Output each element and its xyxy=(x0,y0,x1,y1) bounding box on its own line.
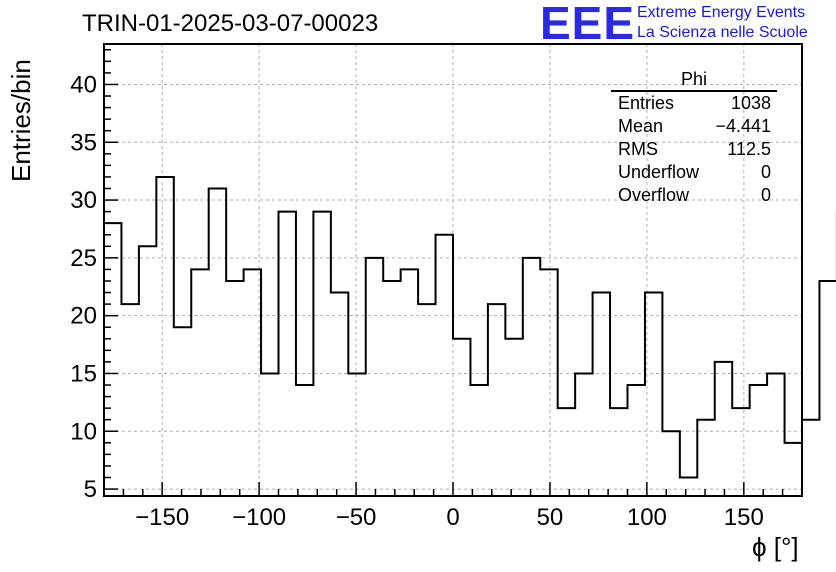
histogram-bin xyxy=(645,293,662,496)
histogram-bin xyxy=(540,269,557,496)
histogram-bin xyxy=(121,304,138,496)
histogram-bin xyxy=(505,339,522,496)
stats-row-entries: Entries 1038 xyxy=(611,92,777,115)
histogram-bin xyxy=(209,189,226,496)
stats-value: −4.441 xyxy=(715,116,771,136)
x-tick-label: 100 xyxy=(627,504,667,531)
y-tick-label: 25 xyxy=(70,245,97,272)
plot-title: TRIN-01-2025-03-07-00023 xyxy=(82,10,379,37)
stats-label: Entries xyxy=(618,93,675,113)
stats-row-overflow: Overflow 0 xyxy=(611,184,777,207)
x-tick-label: 50 xyxy=(537,504,564,531)
y-tick-label: 30 xyxy=(70,187,97,214)
stats-label: Underflow xyxy=(618,162,700,182)
histogram-bin xyxy=(802,420,819,496)
logo-line-1: Extreme Energy Events xyxy=(637,4,806,21)
stats-value: 112.5 xyxy=(727,139,771,159)
histogram-bin xyxy=(767,373,784,496)
histogram-bin xyxy=(558,408,575,496)
histogram-bin xyxy=(191,269,208,496)
stats-row-underflow: Underflow 0 xyxy=(611,161,777,184)
stats-value: 1038 xyxy=(730,93,771,113)
histogram-bin xyxy=(244,269,261,496)
histogram-bin xyxy=(610,408,627,496)
x-tick-label: −50 xyxy=(336,504,377,531)
stats-value: 0 xyxy=(760,162,771,182)
stats-row-mean: Mean −4.441 xyxy=(611,115,777,138)
histogram-bin xyxy=(436,235,453,496)
histogram-bin xyxy=(139,246,156,496)
x-axis-label: ϕ [°] xyxy=(752,532,799,562)
histogram-bin xyxy=(261,373,278,496)
histogram-bin xyxy=(732,408,749,496)
histogram-bin xyxy=(593,293,610,496)
stats-box: Phi Entries 1038 Mean −4.441 RMS 112.5 U… xyxy=(611,68,777,207)
histogram-bin xyxy=(331,293,348,496)
y-tick-label: 35 xyxy=(70,129,97,156)
y-tick-label: 5 xyxy=(84,476,97,503)
x-tick-label: 150 xyxy=(724,504,764,531)
stats-label: Mean xyxy=(618,116,664,136)
histogram-bin xyxy=(156,177,173,496)
histogram-bin xyxy=(279,212,296,496)
histogram-bin xyxy=(453,339,470,496)
histogram-bin xyxy=(383,281,400,496)
y-tick-label: 20 xyxy=(70,303,97,330)
histogram-bin xyxy=(470,385,487,496)
logo-line-2: La Scienza nelle Scuole xyxy=(637,24,808,41)
histogram-bin xyxy=(680,478,697,496)
histogram-outline xyxy=(103,175,836,496)
x-tick-label: −100 xyxy=(232,504,286,531)
stats-row-rms: RMS 112.5 xyxy=(611,138,777,161)
histogram-bin xyxy=(819,281,836,496)
histogram-bin xyxy=(785,443,802,496)
stats-value: 0 xyxy=(760,185,771,205)
histogram-bin xyxy=(366,258,383,496)
eee-logo: EEE xyxy=(540,0,636,49)
y-axis-label: Entries/bin xyxy=(6,59,36,182)
histogram-bin xyxy=(662,431,679,496)
stats-title: Phi xyxy=(611,68,777,92)
histogram-bin xyxy=(715,362,732,496)
histogram-bin xyxy=(401,269,418,496)
stats-label: RMS xyxy=(618,139,658,159)
eee-logo-text: Extreme Energy Events La Scienza nelle S… xyxy=(637,3,808,43)
histogram-bin xyxy=(628,385,645,496)
histogram-bin xyxy=(418,304,435,496)
y-tick-label: 40 xyxy=(70,71,97,98)
histogram-bin xyxy=(174,327,191,496)
histogram-bin xyxy=(750,385,767,496)
histogram-bin xyxy=(523,258,540,496)
histogram-bin xyxy=(313,212,330,496)
histogram-bin xyxy=(348,373,365,496)
histogram-bin xyxy=(226,281,243,496)
y-tick-label: 15 xyxy=(70,360,97,387)
histogram-bin xyxy=(488,304,505,496)
y-tick-label: 10 xyxy=(70,418,97,445)
stats-label: Overflow xyxy=(618,185,690,205)
x-tick-label: −150 xyxy=(135,504,189,531)
x-tick-label: 0 xyxy=(446,504,459,531)
histogram-bin xyxy=(575,373,592,496)
histogram-bin xyxy=(296,385,313,496)
